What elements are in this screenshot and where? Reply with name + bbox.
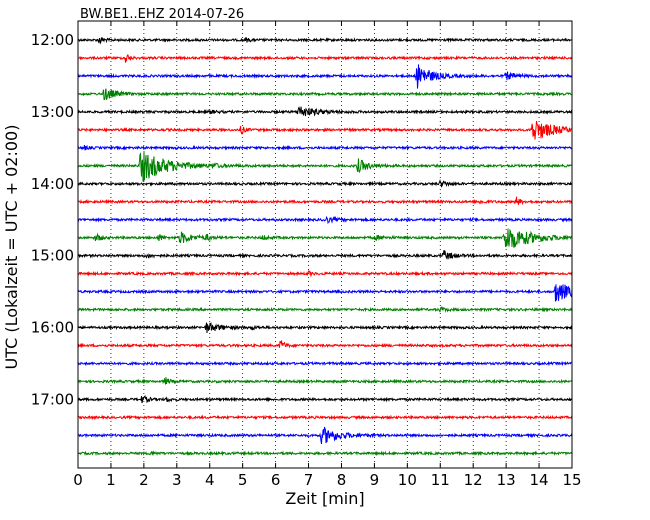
trace-1415 — [77, 196, 573, 206]
x-tick-label: 8 — [337, 471, 347, 489]
trace-1730 — [77, 426, 573, 445]
trace-1600 — [77, 322, 573, 333]
x-tick-label: 1 — [106, 471, 116, 489]
trace-1245 — [77, 88, 573, 101]
x-tick-label: 5 — [238, 471, 248, 489]
x-axis: 0 1 2 3 4 5 6 7 8 9 10 11 12 13 14 15 — [73, 21, 582, 489]
trace-1745 — [77, 450, 573, 457]
x-tick-label: 7 — [304, 471, 314, 489]
x-tick-label: 6 — [271, 471, 281, 489]
trace-1500 — [77, 250, 573, 260]
trace-1530 — [77, 284, 573, 302]
trace-1345 — [77, 150, 573, 182]
trace-1545 — [77, 306, 573, 313]
trace-1200 — [77, 36, 573, 45]
trace-1515 — [77, 270, 573, 278]
plot-frame — [77, 20, 573, 469]
y-tick-label: 14:00 — [31, 175, 74, 193]
x-tick-label: 0 — [73, 471, 83, 489]
traces — [77, 36, 573, 457]
trace-1230 — [77, 64, 573, 89]
vertical-grid — [110, 21, 540, 468]
x-tick-label: 15 — [562, 471, 581, 489]
trace-1215 — [77, 54, 573, 63]
trace-1700 — [77, 395, 573, 404]
x-tick-label: 14 — [530, 471, 549, 489]
trace-1315 — [77, 120, 573, 140]
trace-1445 — [77, 228, 573, 248]
chart-title: BW.BE1..EHZ 2014-07-26 — [80, 7, 244, 22]
x-tick-label: 10 — [398, 471, 417, 489]
x-axis-label: Zeit [min] — [285, 489, 364, 508]
trace-1300 — [77, 106, 573, 117]
y-tick-label: 13:00 — [31, 103, 74, 121]
trace-1715 — [77, 414, 573, 421]
trace-1400 — [77, 179, 573, 188]
x-tick-label: 3 — [172, 471, 182, 489]
y-tick-label: 15:00 — [31, 247, 74, 265]
trace-1630 — [77, 360, 573, 367]
x-tick-label: 2 — [139, 471, 149, 489]
y-axis-label: UTC (Lokalzeit = UTC + 02:00) — [2, 125, 21, 370]
y-tick-label: 17:00 — [31, 390, 74, 408]
y-tick-label: 12:00 — [31, 31, 74, 49]
x-tick-label: 4 — [205, 471, 215, 489]
x-tick-label: 9 — [370, 471, 380, 489]
trace-1330 — [77, 144, 573, 151]
y-axis: 12:00 13:00 14:00 15:00 16:00 17:00 — [31, 31, 572, 408]
x-tick-label: 12 — [464, 471, 483, 489]
trace-1645 — [77, 377, 573, 385]
y-tick-label: 16:00 — [31, 319, 74, 337]
trace-1430 — [77, 215, 573, 225]
x-tick-label: 13 — [497, 471, 516, 489]
trace-1615 — [77, 340, 573, 349]
x-tick-label: 11 — [431, 471, 450, 489]
